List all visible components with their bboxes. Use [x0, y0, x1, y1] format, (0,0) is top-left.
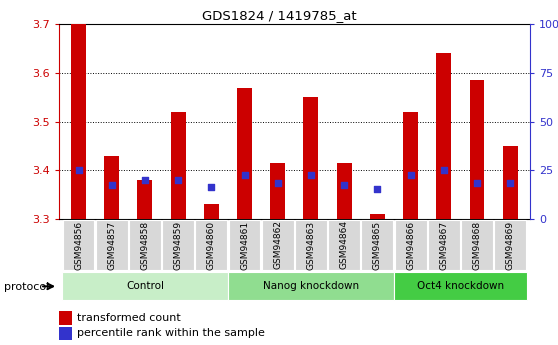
Bar — [403, 112, 418, 219]
Bar — [270, 163, 285, 219]
Point — [141, 177, 150, 183]
Point — [373, 186, 382, 191]
Text: Control: Control — [126, 282, 164, 291]
Bar — [237, 88, 252, 219]
FancyBboxPatch shape — [96, 220, 128, 270]
Bar — [503, 146, 518, 219]
Point — [207, 185, 216, 190]
Text: protocol: protocol — [4, 282, 50, 292]
Text: GSM94856: GSM94856 — [74, 220, 83, 269]
Bar — [304, 97, 319, 219]
FancyBboxPatch shape — [394, 273, 527, 300]
Text: GSM94861: GSM94861 — [240, 220, 249, 269]
FancyBboxPatch shape — [428, 220, 460, 270]
Point — [107, 182, 116, 188]
Bar — [370, 214, 385, 219]
Bar — [104, 156, 119, 219]
Bar — [436, 53, 451, 219]
Point — [506, 180, 514, 185]
Text: GSM94867: GSM94867 — [439, 220, 448, 269]
Point — [406, 172, 415, 178]
Bar — [71, 24, 86, 219]
Text: GSM94864: GSM94864 — [340, 220, 349, 269]
FancyBboxPatch shape — [395, 220, 426, 270]
FancyBboxPatch shape — [295, 220, 327, 270]
FancyBboxPatch shape — [195, 220, 227, 270]
FancyBboxPatch shape — [129, 220, 161, 270]
Text: Oct4 knockdown: Oct4 knockdown — [417, 282, 504, 291]
FancyBboxPatch shape — [162, 220, 194, 270]
FancyBboxPatch shape — [228, 273, 394, 300]
Text: Nanog knockdown: Nanog knockdown — [263, 282, 359, 291]
FancyBboxPatch shape — [328, 220, 360, 270]
Point — [273, 180, 282, 185]
Bar — [171, 112, 186, 219]
Bar — [59, 327, 72, 340]
Text: GSM94865: GSM94865 — [373, 220, 382, 269]
Bar — [469, 80, 484, 219]
Point — [174, 177, 182, 183]
FancyBboxPatch shape — [62, 273, 228, 300]
Point — [74, 168, 83, 173]
Bar — [204, 205, 219, 219]
FancyBboxPatch shape — [461, 220, 493, 270]
Text: GSM94859: GSM94859 — [174, 220, 182, 269]
Text: GSM94857: GSM94857 — [107, 220, 116, 269]
Point — [240, 172, 249, 178]
Text: GDS1824 / 1419785_at: GDS1824 / 1419785_at — [201, 9, 357, 22]
Text: transformed count: transformed count — [77, 313, 181, 323]
Text: GSM94866: GSM94866 — [406, 220, 415, 269]
Text: GSM94869: GSM94869 — [506, 220, 514, 269]
Point — [306, 172, 315, 178]
Text: GSM94858: GSM94858 — [141, 220, 150, 269]
Bar — [137, 180, 152, 219]
Point — [340, 182, 349, 188]
Point — [439, 168, 448, 173]
Text: GSM94862: GSM94862 — [273, 220, 282, 269]
FancyBboxPatch shape — [62, 220, 94, 270]
Text: GSM94860: GSM94860 — [207, 220, 216, 269]
Bar — [59, 312, 72, 325]
Text: GSM94863: GSM94863 — [306, 220, 315, 269]
Point — [473, 180, 482, 185]
FancyBboxPatch shape — [262, 220, 294, 270]
FancyBboxPatch shape — [229, 220, 261, 270]
Text: percentile rank within the sample: percentile rank within the sample — [77, 328, 264, 338]
Bar — [336, 163, 352, 219]
FancyBboxPatch shape — [362, 220, 393, 270]
FancyBboxPatch shape — [494, 220, 526, 270]
Text: GSM94868: GSM94868 — [473, 220, 482, 269]
